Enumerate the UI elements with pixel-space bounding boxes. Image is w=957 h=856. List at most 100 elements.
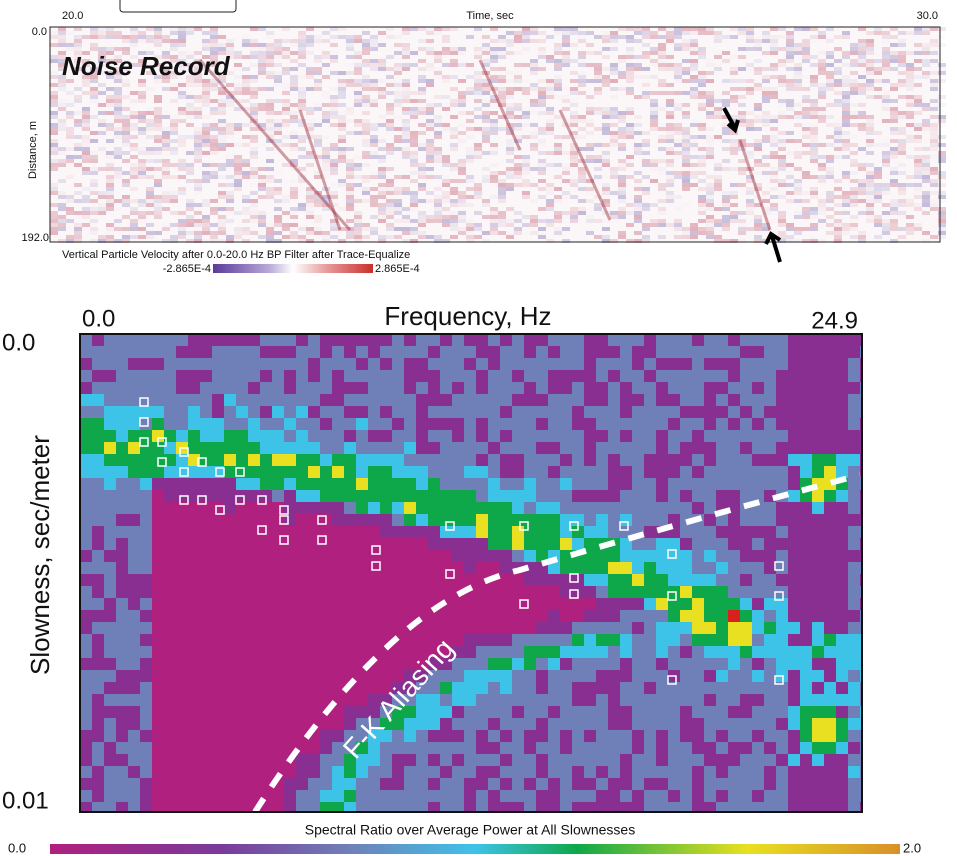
- trace-cell: [882, 143, 890, 147]
- trace-cell: [594, 63, 602, 67]
- heat-cell: [524, 574, 536, 586]
- trace-cell: [546, 199, 554, 203]
- heat-cell: [488, 490, 500, 502]
- heat-cell: [752, 370, 764, 382]
- heat-cell: [92, 598, 104, 610]
- heat-cell: [560, 370, 572, 382]
- trace-cell: [706, 215, 714, 219]
- trace-cell: [410, 179, 418, 183]
- trace-cell: [266, 223, 274, 227]
- heat-cell: [644, 346, 656, 358]
- trace-cell: [162, 223, 170, 227]
- heat-cell: [524, 586, 536, 598]
- trace-cell: [642, 175, 650, 179]
- trace-cell: [898, 95, 906, 99]
- trace-cell: [642, 47, 650, 51]
- trace-cell: [202, 139, 210, 143]
- trace-cell: [546, 191, 554, 195]
- heat-cell: [776, 382, 788, 394]
- trace-cell: [458, 111, 466, 115]
- trace-cell: [282, 83, 290, 87]
- heat-cell: [572, 358, 584, 370]
- trace-cell: [122, 235, 130, 239]
- heat-cell: [440, 610, 452, 622]
- trace-cell: [858, 51, 866, 55]
- heat-cell: [620, 598, 632, 610]
- heat-cell: [776, 478, 788, 490]
- trace-cell: [258, 111, 266, 115]
- heat-cell: [308, 550, 320, 562]
- heat-cell: [320, 466, 332, 478]
- trace-cell: [50, 35, 58, 39]
- heat-cell: [584, 394, 596, 406]
- trace-cell: [770, 207, 778, 211]
- trace-cell: [642, 95, 650, 99]
- trace-cell: [322, 95, 330, 99]
- trace-cell: [322, 151, 330, 155]
- trace-cell: [218, 143, 226, 147]
- trace-cell: [842, 227, 850, 231]
- heat-cell: [332, 574, 344, 586]
- heat-cell: [224, 526, 236, 538]
- trace-cell: [834, 123, 842, 127]
- trace-cell: [642, 135, 650, 139]
- trace-cell: [402, 119, 410, 123]
- trace-cell: [682, 231, 690, 235]
- trace-cell: [810, 79, 818, 83]
- trace-cell: [402, 67, 410, 71]
- trace-cell: [866, 87, 874, 91]
- trace-cell: [362, 139, 370, 143]
- trace-cell: [842, 111, 850, 115]
- heat-cell: [584, 598, 596, 610]
- trace-cell: [738, 103, 746, 107]
- trace-cell: [538, 151, 546, 155]
- heat-cell: [560, 598, 572, 610]
- heat-cell: [728, 478, 740, 490]
- heat-cell: [356, 622, 368, 634]
- heat-cell: [548, 358, 560, 370]
- trace-cell: [346, 203, 354, 207]
- heat-cell: [788, 478, 800, 490]
- heat-cell: [368, 334, 380, 346]
- trace-cell: [554, 31, 562, 35]
- trace-cell: [858, 147, 866, 151]
- heat-cell: [584, 502, 596, 514]
- heat-cell: [632, 406, 644, 418]
- trace-cell: [258, 51, 266, 55]
- trace-cell: [298, 235, 306, 239]
- heat-cell: [800, 454, 812, 466]
- heat-cell: [140, 406, 152, 418]
- heat-cell: [488, 538, 500, 550]
- trace-cell: [162, 127, 170, 131]
- trace-cell: [586, 51, 594, 55]
- trace-cell: [834, 235, 842, 239]
- trace-cell: [810, 39, 818, 43]
- trace-cell: [490, 123, 498, 127]
- trace-cell: [858, 83, 866, 87]
- heat-cell: [356, 562, 368, 574]
- heat-cell: [680, 334, 692, 346]
- trace-cell: [498, 187, 506, 191]
- trace-cell: [338, 151, 346, 155]
- trace-cell: [298, 51, 306, 55]
- trace-cell: [442, 175, 450, 179]
- heat-cell: [92, 538, 104, 550]
- heat-cell: [344, 514, 356, 526]
- trace-cell: [314, 39, 322, 43]
- heat-cell: [632, 382, 644, 394]
- heat-cell: [296, 526, 308, 538]
- heat-cell: [608, 334, 620, 346]
- trace-cell: [506, 39, 514, 43]
- heat-cell: [464, 550, 476, 562]
- trace-cell: [786, 131, 794, 135]
- trace-cell: [90, 151, 98, 155]
- heat-cell: [644, 478, 656, 490]
- trace-cell: [914, 111, 922, 115]
- trace-cell: [314, 107, 322, 111]
- trace-cell: [570, 99, 578, 103]
- heat-cell: [512, 526, 524, 538]
- heat-cell: [680, 466, 692, 478]
- trace-cell: [746, 207, 754, 211]
- trace-cell: [466, 227, 474, 231]
- trace-cell: [250, 171, 258, 175]
